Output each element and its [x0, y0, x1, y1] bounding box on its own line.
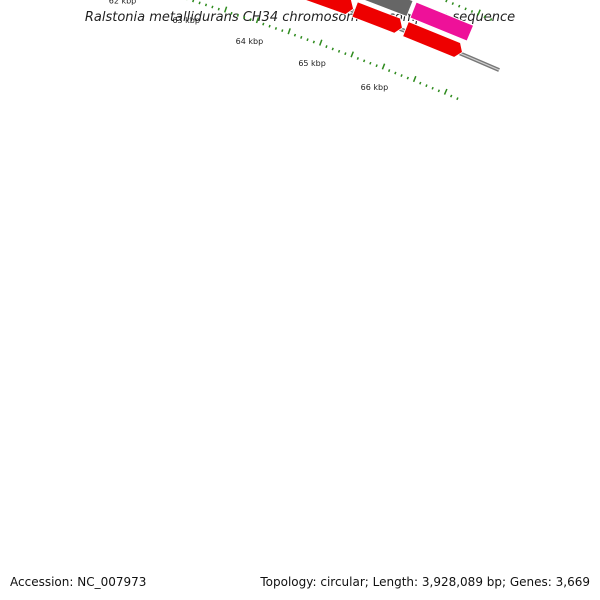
outer-tick: [489, 18, 493, 21]
inner-tick: [274, 27, 278, 30]
inner-tick: [437, 89, 440, 93]
outer-tick: [458, 4, 461, 8]
kbp-label: 62 kbp: [109, 0, 137, 6]
inner-tick: [223, 6, 228, 13]
inner-tick: [369, 61, 372, 65]
inner-tick: [419, 81, 422, 85]
inner-tick: [300, 35, 303, 39]
inner-tick: [268, 24, 271, 28]
inner-tick: [406, 76, 409, 80]
inner-tick: [255, 17, 260, 24]
inner-tick: [456, 97, 459, 101]
inner-tick: [331, 47, 334, 51]
inner-tick: [217, 7, 220, 11]
inner-tick: [412, 75, 417, 83]
inner-tick: [287, 28, 291, 35]
inner-tick: [312, 40, 316, 44]
inner-tick: [198, 1, 201, 5]
inner-tick: [337, 49, 341, 53]
kbp-label: 66 kbp: [361, 83, 389, 92]
cds-arrow: [402, 21, 463, 58]
inner-tick: [325, 45, 328, 49]
inner-tick: [400, 74, 403, 77]
inner-tick: [293, 33, 297, 37]
outer-tick: [483, 15, 486, 19]
gene-category-bar: [362, 0, 414, 18]
kbp-label: 65 kbp: [298, 59, 326, 68]
genome-summary: Topology: circular; Length: 3,928,089 bp…: [260, 575, 590, 589]
inner-tick: [425, 84, 428, 88]
inner-tick: [344, 52, 347, 56]
outer-tick: [470, 10, 474, 13]
accession-label: Accession: NC_007973: [10, 575, 147, 589]
inner-tick: [281, 29, 284, 33]
inner-tick: [230, 11, 233, 15]
inner-tick: [306, 38, 309, 42]
inner-tick: [381, 63, 386, 70]
outer-tick: [464, 7, 467, 11]
kbp-label: 64 kbp: [236, 37, 264, 46]
cds-arrow: [351, 1, 403, 34]
inner-tick: [450, 94, 453, 98]
inner-tick: [243, 16, 246, 19]
inner-tick: [431, 86, 434, 90]
inner-tick: [262, 22, 265, 26]
inner-tick: [375, 64, 378, 68]
inner-tick: [394, 71, 397, 75]
inner-tick: [192, 0, 195, 3]
cds-arrow: [303, 0, 354, 15]
inner-tick: [318, 39, 323, 46]
inner-tick: [363, 59, 366, 63]
gene-category-bar: [409, 1, 475, 42]
inner-tick: [443, 88, 448, 95]
inner-tick: [387, 69, 391, 73]
inner-tick: [236, 13, 240, 17]
outer-tick: [477, 9, 481, 16]
kbp-label: 63 kbp: [172, 16, 200, 25]
inner-tick: [249, 18, 252, 22]
inner-tick: [211, 5, 214, 9]
inner-tick: [204, 3, 208, 7]
outer-tick: [445, 0, 448, 3]
inner-tick: [350, 51, 354, 58]
inner-tick: [356, 57, 359, 60]
outer-tick: [451, 2, 454, 5]
